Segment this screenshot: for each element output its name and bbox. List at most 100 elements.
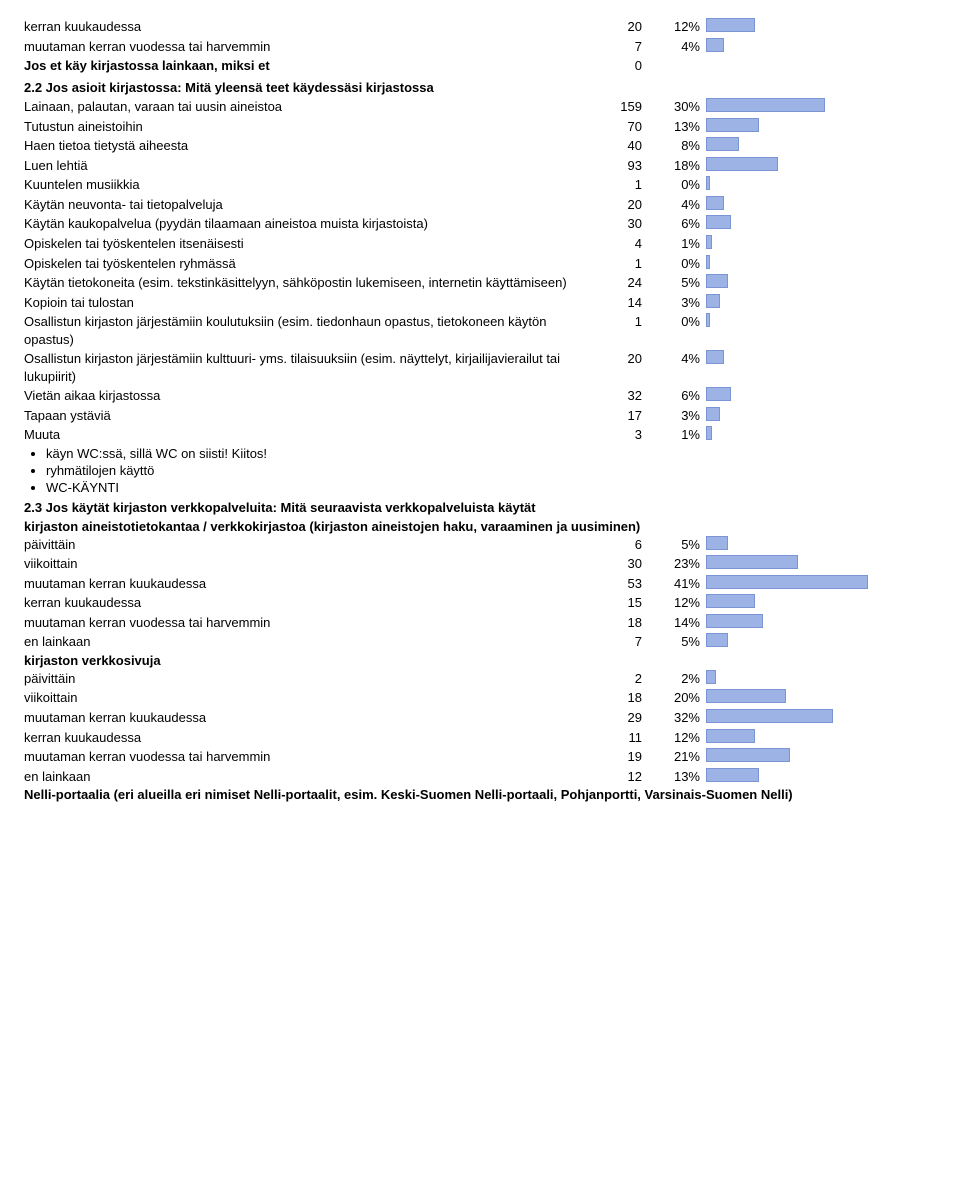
data-row: Kuuntelen musiikkia10%: [24, 176, 936, 194]
row-label: Käytän tietokoneita (esim. tekstinkäsitt…: [24, 274, 592, 292]
data-row: Käytän kaukopalvelua (pyydän tilaamaan a…: [24, 215, 936, 233]
bar: [706, 555, 798, 569]
row-percent: 5%: [650, 633, 706, 651]
bar-cell: [706, 274, 886, 288]
row-percent: 5%: [650, 536, 706, 554]
row-percent: 13%: [650, 118, 706, 136]
bar: [706, 407, 720, 421]
bar-cell: [706, 38, 886, 52]
bar-cell: [706, 426, 886, 440]
row-count: 70: [592, 118, 650, 136]
row-count: 29: [592, 709, 650, 727]
bar-cell: [706, 729, 886, 743]
bar: [706, 689, 786, 703]
row-label: päivittäin: [24, 670, 592, 688]
row-count: 15: [592, 594, 650, 612]
row-label: Muuta: [24, 426, 592, 444]
row-percent: 8%: [650, 137, 706, 155]
bar: [706, 38, 724, 52]
row-count: 18: [592, 689, 650, 707]
row-percent: 0%: [650, 255, 706, 273]
row-label: viikoittain: [24, 689, 592, 707]
row-percent: 4%: [650, 350, 706, 368]
row-count: 11: [592, 729, 650, 747]
row-count: 20: [592, 18, 650, 36]
bullet-item: ryhmätilojen käyttö: [46, 463, 936, 478]
row-percent: 0%: [650, 176, 706, 194]
row-percent: 6%: [650, 215, 706, 233]
row-percent: 12%: [650, 18, 706, 36]
bar-cell: [706, 350, 886, 364]
data-row: Opiskelen tai työskentelen itsenäisesti4…: [24, 235, 936, 253]
row-percent: 4%: [650, 196, 706, 214]
row-count: 17: [592, 407, 650, 425]
data-row: kerran kuukaudessa1112%: [24, 729, 936, 747]
row-label: Käytän neuvonta- tai tietopalveluja: [24, 196, 592, 214]
row-count: 24: [592, 274, 650, 292]
section-3-sub3: Nelli-portaalia (eri alueilla eri nimise…: [24, 787, 936, 802]
row-label: en lainkaan: [24, 633, 592, 651]
row-percent: 1%: [650, 235, 706, 253]
bar-cell: [706, 536, 886, 550]
bar-cell: [706, 157, 886, 171]
bullet-item: käyn WC:ssä, sillä WC on siisti! Kiitos!: [46, 446, 936, 461]
bar: [706, 215, 731, 229]
data-row: päivittäin22%: [24, 670, 936, 688]
bar-cell: [706, 614, 886, 628]
row-label: Kopioin tai tulostan: [24, 294, 592, 312]
bar: [706, 729, 755, 743]
row-label: viikoittain: [24, 555, 592, 573]
row-label: Osallistun kirjaston järjestämiin koulut…: [24, 313, 592, 348]
bar: [706, 235, 712, 249]
bar: [706, 387, 731, 401]
bar: [706, 313, 710, 327]
row-label: Osallistun kirjaston järjestämiin kulttu…: [24, 350, 592, 385]
row-label: muutaman kerran kuukaudessa: [24, 709, 592, 727]
data-row: en lainkaan75%: [24, 633, 936, 651]
bar: [706, 633, 728, 647]
row-label: Vietän aikaa kirjastossa: [24, 387, 592, 405]
row-label: Opiskelen tai työskentelen ryhmässä: [24, 255, 592, 273]
data-row: Luen lehtiä9318%: [24, 157, 936, 175]
row-label: Käytän kaukopalvelua (pyydän tilaamaan a…: [24, 215, 592, 233]
data-row: Jos et käy kirjastossa lainkaan, miksi e…: [24, 57, 936, 75]
row-count: 1: [592, 176, 650, 194]
data-row: Lainaan, palautan, varaan tai uusin aine…: [24, 98, 936, 116]
data-row: en lainkaan1213%: [24, 768, 936, 786]
bar-cell: [706, 594, 886, 608]
bar: [706, 137, 739, 151]
row-percent: 6%: [650, 387, 706, 405]
data-row: Muuta31%: [24, 426, 936, 444]
row-percent: 2%: [650, 670, 706, 688]
data-row: Käytän tietokoneita (esim. tekstinkäsitt…: [24, 274, 936, 292]
row-count: 30: [592, 215, 650, 233]
row-label: muutaman kerran kuukaudessa: [24, 575, 592, 593]
bar-cell: [706, 407, 886, 421]
bar: [706, 748, 790, 762]
row-count: 6: [592, 536, 650, 554]
row-percent: 3%: [650, 294, 706, 312]
row-percent: 23%: [650, 555, 706, 573]
bar: [706, 176, 710, 190]
bar: [706, 255, 710, 269]
bar: [706, 118, 759, 132]
data-row: muutaman kerran kuukaudessa5341%: [24, 575, 936, 593]
row-percent: 20%: [650, 689, 706, 707]
bar-cell: [706, 709, 886, 723]
bar: [706, 98, 825, 112]
bar-cell: [706, 137, 886, 151]
row-label: muutaman kerran vuodessa tai harvemmin: [24, 38, 592, 56]
row-count: 20: [592, 350, 650, 368]
row-count: 93: [592, 157, 650, 175]
row-label: Lainaan, palautan, varaan tai uusin aine…: [24, 98, 592, 116]
bar-cell: [706, 768, 886, 782]
section-3-heading: 2.3 Jos käytät kirjaston verkkopalveluit…: [24, 499, 936, 517]
row-percent: 32%: [650, 709, 706, 727]
row-percent: 21%: [650, 748, 706, 766]
row-percent: 12%: [650, 729, 706, 747]
bar-cell: [706, 98, 886, 112]
data-row: viikoittain3023%: [24, 555, 936, 573]
row-count: 2: [592, 670, 650, 688]
row-count: 0: [592, 57, 650, 75]
row-percent: 3%: [650, 407, 706, 425]
